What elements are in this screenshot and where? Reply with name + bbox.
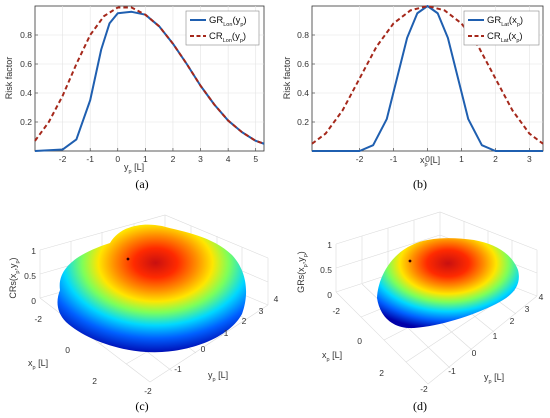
z-tick-labels-c: 1 0.5 0 bbox=[24, 246, 36, 306]
svg-text:-2: -2 bbox=[420, 384, 428, 394]
svg-text:0.5: 0.5 bbox=[320, 265, 332, 275]
x-tick-label: -1 bbox=[86, 154, 94, 164]
svg-text:3: 3 bbox=[259, 306, 264, 316]
legend-box-a bbox=[185, 10, 260, 46]
x-tick-label: -2 bbox=[356, 154, 364, 164]
surface-c bbox=[57, 224, 247, 353]
x-tick-label: 2 bbox=[493, 154, 498, 164]
x-tick-label: 5 bbox=[253, 154, 258, 164]
surface-peak-marker-c bbox=[126, 257, 130, 261]
y-tick-labels-d: -2 -1 0 1 2 3 4 bbox=[420, 292, 543, 394]
series-group-a bbox=[34, 6, 265, 152]
x-tick-label: 2 bbox=[171, 154, 176, 164]
y-tick-label: 0.8 bbox=[20, 30, 32, 40]
svg-text:0: 0 bbox=[327, 290, 332, 300]
y-tick-label: 0.4 bbox=[297, 88, 309, 98]
panel-label-c: (c) bbox=[135, 399, 148, 413]
chart-panel-c: 1 0.5 0 CRs(xp,yp) -2 0 2 xp [L] -2 -1 0… bbox=[8, 214, 279, 413]
z-tick-labels-d: 1 0.5 0 bbox=[320, 240, 332, 300]
svg-text:-1: -1 bbox=[174, 364, 182, 374]
svg-text:2: 2 bbox=[510, 316, 515, 326]
svg-text:1: 1 bbox=[224, 328, 229, 338]
svg-text:3: 3 bbox=[525, 304, 530, 314]
legend-entry-cr-lon: CRLon(yp) bbox=[209, 31, 246, 44]
x-tick-label: 0 bbox=[115, 154, 120, 164]
surface-peak-marker-d bbox=[408, 259, 412, 263]
panel-label-a: (a) bbox=[135, 177, 148, 191]
series-group-b bbox=[311, 5, 544, 152]
y-axis-label-b: Risk factor bbox=[282, 57, 292, 100]
chart-panel-d: 1 0.5 0 GRs(xp,yp) -2 0 2 xp [L] -2 -1 0… bbox=[296, 211, 544, 413]
svg-text:0: 0 bbox=[357, 336, 362, 346]
legend-b: GRLat(xp) CRLat(xp) bbox=[463, 10, 540, 46]
svg-text:-2: -2 bbox=[144, 386, 152, 396]
y-tick-label: 0.4 bbox=[20, 88, 32, 98]
svg-text:1: 1 bbox=[31, 246, 36, 256]
y-tick-label: 0.6 bbox=[20, 59, 32, 69]
x-tick-labels-b: -2 -1 0 1 2 3 bbox=[356, 154, 532, 164]
svg-text:0: 0 bbox=[31, 296, 36, 306]
x-tick-label: -2 bbox=[59, 154, 67, 164]
svg-text:-2: -2 bbox=[34, 314, 42, 324]
x-tick-label: -1 bbox=[390, 154, 398, 164]
y-axis-label-a: Risk factor bbox=[4, 57, 14, 100]
svg-text:2: 2 bbox=[379, 368, 384, 378]
y-tick-label: 0.8 bbox=[297, 30, 309, 40]
x-tick-label: 1 bbox=[143, 154, 148, 164]
x-axis-label-a: yp [L] bbox=[124, 162, 144, 175]
y-tick-label: 0.2 bbox=[297, 117, 309, 127]
legend-box-b bbox=[463, 10, 540, 46]
z-axis-label-c: CRs(xp,yp) bbox=[8, 257, 21, 298]
x-tick-label: 3 bbox=[527, 154, 532, 164]
x-tick-labels-d: -2 0 2 bbox=[332, 306, 384, 378]
legend-entry-cr-lat: CRLat(xp) bbox=[487, 31, 523, 44]
x-axis-label-d: xp [L] bbox=[322, 350, 342, 363]
series-line-a-1 bbox=[34, 6, 265, 145]
x-tick-labels-a: -2 -1 0 1 2 3 4 5 bbox=[59, 154, 259, 164]
x-tick-label: 4 bbox=[226, 154, 231, 164]
svg-text:0.5: 0.5 bbox=[24, 271, 36, 281]
x-tick-label: 0 bbox=[425, 154, 430, 164]
surface-d bbox=[377, 238, 519, 329]
svg-text:0: 0 bbox=[201, 344, 206, 354]
svg-text:2: 2 bbox=[92, 376, 97, 386]
y-axis-label-d: yp [L] bbox=[484, 372, 504, 385]
series-line-b-0 bbox=[312, 5, 543, 152]
svg-text:-1: -1 bbox=[448, 366, 456, 376]
y-axis-label-c: yp [L] bbox=[208, 370, 228, 383]
svg-text:-2: -2 bbox=[332, 306, 340, 316]
svg-text:1: 1 bbox=[327, 240, 332, 250]
y-tick-label: 0.2 bbox=[20, 117, 32, 127]
legend-a: GRLon(yp) CRLon(yp) bbox=[185, 10, 260, 46]
x-tick-label: 3 bbox=[198, 154, 203, 164]
y-tick-labels-b: 0.2 0.4 0.6 0.8 bbox=[297, 30, 309, 127]
legend-entry-gr-lon: GRLon(yp) bbox=[209, 15, 247, 28]
svg-text:0: 0 bbox=[65, 345, 70, 355]
svg-text:0: 0 bbox=[472, 348, 477, 358]
y-tick-labels-a: 0.2 0.4 0.6 0.8 bbox=[20, 30, 32, 127]
x-axis-label-c: xp [L] bbox=[28, 358, 48, 371]
svg-text:2: 2 bbox=[242, 316, 247, 326]
svg-text:4: 4 bbox=[539, 292, 544, 302]
legend-entry-gr-lat: GRLat(xp) bbox=[487, 15, 523, 28]
z-axis-label-d: GRs(xp,yp) bbox=[296, 251, 309, 293]
x-tick-labels-c: -2 0 2 bbox=[34, 314, 97, 386]
svg-text:4: 4 bbox=[274, 294, 279, 304]
y-tick-labels-c: -2 -1 0 1 2 3 4 bbox=[144, 294, 278, 396]
svg-text:1: 1 bbox=[493, 331, 498, 341]
chart-panel-a: 0.2 0.4 0.6 0.8 -2 -1 0 1 2 3 4 5 Risk factor yp [… bbox=[4, 5, 265, 191]
y-tick-label: 0.6 bbox=[297, 59, 309, 69]
x-axis-label-b: xp [L] bbox=[420, 155, 440, 168]
x-tick-label: 1 bbox=[459, 154, 464, 164]
panel-label-d: (d) bbox=[413, 399, 427, 413]
panel-label-b: (b) bbox=[413, 177, 427, 191]
chart-panel-b: 0.2 0.4 0.6 0.8 -2 -1 0 1 2 3 Risk factor xp [L]… bbox=[282, 5, 544, 191]
